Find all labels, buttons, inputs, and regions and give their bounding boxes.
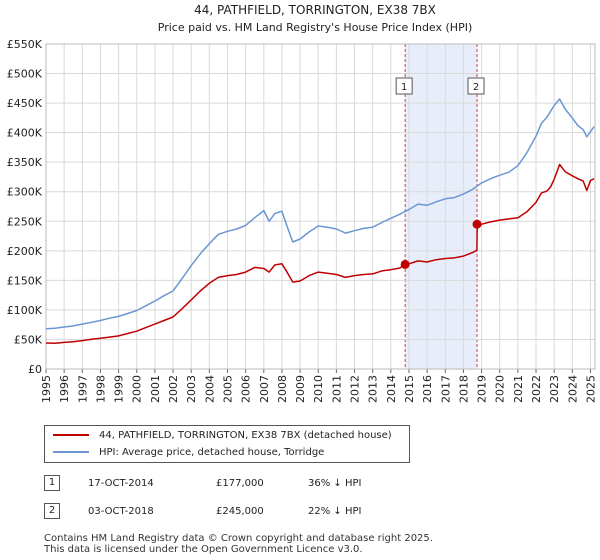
x-tick-label: 2003 <box>185 375 198 403</box>
y-tick-label: £100K <box>7 304 43 317</box>
y-tick-label: £500K <box>7 68 43 81</box>
x-tick-label: 2000 <box>131 375 144 403</box>
x-tick-label: 1999 <box>113 375 126 403</box>
x-tick-label: 2006 <box>240 375 253 403</box>
x-tick-label: 2002 <box>167 375 180 403</box>
legend-item-property: 44, PATHFIELD, TORRINGTON, EX38 7BX (det… <box>53 428 392 444</box>
x-tick-label: 2024 <box>566 375 579 403</box>
footer-licence: This data is licensed under the Open Gov… <box>44 544 363 555</box>
x-tick-label: 2022 <box>530 375 543 403</box>
sale-period-shading <box>405 44 478 369</box>
legend-swatch-property <box>53 434 89 436</box>
legend-label-hpi: HPI: Average price, detached house, Torr… <box>99 447 325 458</box>
x-tick-label: 2010 <box>312 375 325 403</box>
legend-item-hpi: HPI: Average price, detached house, Torr… <box>53 445 324 461</box>
y-tick-label: £300K <box>7 186 43 199</box>
chart-title: 44, PATHFIELD, TORRINGTON, EX38 7BX <box>194 3 436 17</box>
sale-1-point <box>400 259 410 269</box>
y-tick-label: £150K <box>7 274 43 287</box>
x-tick-label: 2021 <box>512 375 525 403</box>
sale-1-label-box <box>395 77 413 95</box>
x-tick-label: 1996 <box>58 375 71 403</box>
x-tick-label: 2018 <box>457 375 470 403</box>
x-tick-label: 2004 <box>203 375 216 403</box>
y-tick-label: £200K <box>7 245 43 258</box>
x-tick-label: 1997 <box>76 375 89 403</box>
y-tick-label: £0 <box>28 363 42 376</box>
legend-label-property: 44, PATHFIELD, TORRINGTON, EX38 7BX (det… <box>99 430 392 441</box>
x-tick-label: 2001 <box>149 375 162 403</box>
x-tick-label: 2005 <box>221 375 234 403</box>
y-tick-label: £400K <box>7 127 43 140</box>
chart-subtitle: Price paid vs. HM Land Registry's House … <box>158 21 473 34</box>
transaction-price-1: £177,000 <box>216 478 264 489</box>
sale-1-label: 1 <box>401 82 407 93</box>
plot-frame <box>45 43 596 370</box>
sale-2-label-box <box>467 77 485 95</box>
transaction-row-2: 2 03-OCT-2018 £245,000 22% ↓ HPI <box>44 503 444 521</box>
y-tick-label: £250K <box>7 215 43 228</box>
transaction-row-1: 1 17-OCT-2014 £177,000 36% ↓ HPI <box>44 475 444 493</box>
x-tick-label: 2016 <box>421 375 434 403</box>
hpi-line <box>45 98 595 330</box>
y-tick-label: £450K <box>7 97 43 110</box>
transaction-hpi-1: 36% ↓ HPI <box>308 478 362 489</box>
footer-copyright: Contains HM Land Registry data © Crown c… <box>44 533 433 544</box>
footer: Contains HM Land Registry data © Crown c… <box>44 533 433 555</box>
transaction-price-2: £245,000 <box>216 506 264 517</box>
x-tick-label: 2011 <box>330 375 343 403</box>
y-tick-label: £550K <box>7 38 43 51</box>
transaction-badge-1: 1 <box>44 475 60 491</box>
x-tick-label: 2017 <box>439 375 452 403</box>
price-chart: 44, PATHFIELD, TORRINGTON, EX38 7BX Pric… <box>7 3 598 403</box>
transaction-date-1: 17-OCT-2014 <box>88 478 154 489</box>
x-tick-label: 2020 <box>494 375 507 403</box>
x-tick-label: 2023 <box>548 375 561 403</box>
x-tick-label: 2013 <box>367 375 380 403</box>
y-tick-label: £50K <box>14 333 43 346</box>
sale-2-label: 2 <box>473 82 479 93</box>
x-tick-label: 2019 <box>476 375 489 403</box>
transaction-badge-2: 2 <box>44 503 60 519</box>
x-tick-label: 2014 <box>385 375 398 403</box>
x-tick-label: 2007 <box>258 375 271 403</box>
x-tick-label: 1995 <box>40 375 53 403</box>
sale-2-point <box>472 219 482 229</box>
x-tick-label: 2009 <box>294 375 307 403</box>
transaction-hpi-2: 22% ↓ HPI <box>308 506 362 517</box>
transaction-date-2: 03-OCT-2018 <box>88 506 154 517</box>
x-tick-label: 2012 <box>349 375 362 403</box>
legend: 44, PATHFIELD, TORRINGTON, EX38 7BX (det… <box>44 425 410 463</box>
y-tick-label: £350K <box>7 156 43 169</box>
x-tick-label: 2025 <box>584 375 597 403</box>
property-price-line <box>45 163 595 345</box>
x-tick-label: 2015 <box>403 375 416 403</box>
x-tick-label: 2008 <box>276 375 289 403</box>
x-tick-label: 1998 <box>94 375 107 403</box>
legend-swatch-hpi <box>53 451 89 453</box>
